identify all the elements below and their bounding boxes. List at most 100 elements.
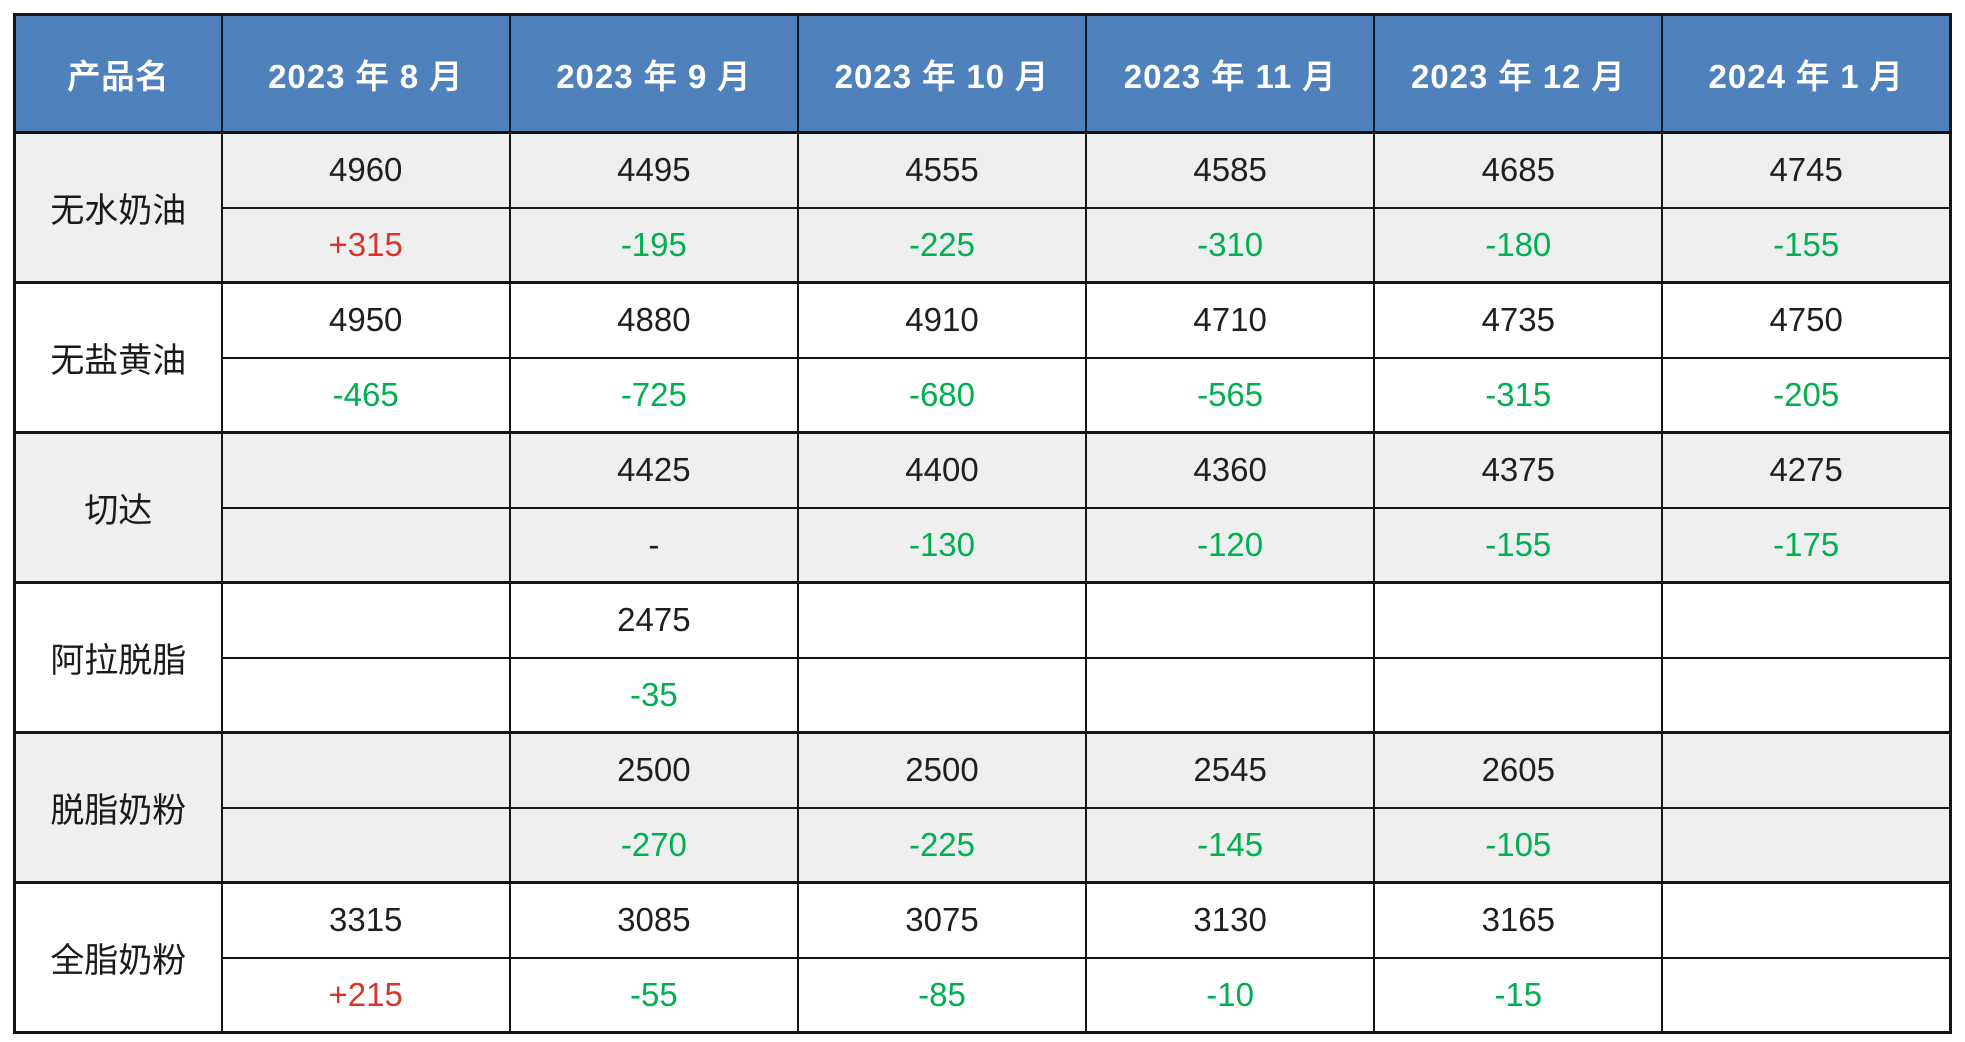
price-cell: 3075	[796, 881, 1088, 959]
price-cell	[796, 581, 1088, 659]
price-cell: 4880	[508, 281, 799, 359]
change-cell: -195	[508, 206, 799, 284]
price-cell: 4400	[796, 431, 1088, 509]
price-cell	[1661, 581, 1952, 659]
change-row: -270 -225 -145 -105	[15, 806, 1952, 884]
column-header-month: 2023 年 8 月	[220, 13, 511, 134]
product-name-cell: 切达	[13, 431, 223, 584]
change-cell: -10	[1085, 956, 1376, 1034]
price-cell: 3085	[508, 881, 799, 959]
change-cell: -205	[1661, 356, 1952, 434]
change-cell	[1661, 806, 1952, 884]
monthly-price-table: 产品名 2023 年 8 月 2023 年 9 月 2023 年 10 月 2023 年…	[13, 13, 1952, 1034]
price-cell: 4585	[1085, 131, 1376, 209]
change-cell	[220, 506, 511, 584]
price-row: 阿拉脱脂 2475	[13, 581, 1952, 734]
change-row: - -130 -120 -155 -175	[15, 506, 1952, 584]
change-cell: -270	[508, 806, 799, 884]
column-header-product-name: 产品名	[13, 13, 223, 134]
change-cell	[1661, 656, 1952, 734]
column-header-month: 2024 年 1 月	[1661, 13, 1952, 134]
change-cell: +215	[220, 956, 511, 1034]
price-cell: 4275	[1661, 431, 1952, 509]
header-row: 产品名 2023 年 8 月 2023 年 9 月 2023 年 10 月 2023 年…	[13, 13, 1952, 134]
price-cell: 4360	[1085, 431, 1376, 509]
price-row: 无水奶油 4960 4495 4555 4585 4685 4745	[13, 131, 1952, 284]
table-header: 产品名 2023 年 8 月 2023 年 9 月 2023 年 10 月 2023 年…	[13, 13, 1952, 134]
change-cell: -145	[1085, 806, 1376, 884]
change-cell: -680	[796, 356, 1088, 434]
change-cell: -310	[1085, 206, 1376, 284]
price-cell: 4685	[1373, 131, 1664, 209]
product-name-cell: 无水奶油	[13, 131, 223, 284]
price-cell	[220, 581, 511, 659]
column-header-month: 2023 年 10 月	[796, 13, 1088, 134]
change-cell: -175	[1661, 506, 1952, 584]
change-cell	[1373, 656, 1664, 734]
price-cell	[1373, 581, 1664, 659]
change-cell	[796, 656, 1088, 734]
price-cell: 4710	[1085, 281, 1376, 359]
price-cell: 4735	[1373, 281, 1664, 359]
column-header-month: 2023 年 11 月	[1085, 13, 1376, 134]
change-cell	[1661, 956, 1952, 1034]
price-cell: 4745	[1661, 131, 1952, 209]
change-cell: -225	[796, 806, 1088, 884]
price-cell: 3165	[1373, 881, 1664, 959]
change-cell: -180	[1373, 206, 1664, 284]
change-cell: -225	[796, 206, 1088, 284]
price-cell: 4910	[796, 281, 1088, 359]
change-cell	[220, 656, 511, 734]
price-cell: 2475	[508, 581, 799, 659]
change-cell: -155	[1661, 206, 1952, 284]
price-cell: 4495	[508, 131, 799, 209]
price-row: 全脂奶粉 3315 3085 3075 3130 3165	[13, 881, 1952, 1034]
change-cell: -85	[796, 956, 1088, 1034]
price-row: 切达 4425 4400 4360 4375 4275	[13, 431, 1952, 584]
price-cell	[220, 431, 511, 509]
change-row: -35	[15, 656, 1952, 734]
change-cell: -55	[508, 956, 799, 1034]
change-row: +315 -195 -225 -310 -180 -155	[15, 206, 1952, 284]
price-cell: 3130	[1085, 881, 1376, 959]
price-cell: 3315	[220, 881, 511, 959]
product-name-cell: 阿拉脱脂	[13, 581, 223, 734]
price-cell: 2605	[1373, 731, 1664, 809]
change-cell: -15	[1373, 956, 1664, 1034]
price-cell	[220, 731, 511, 809]
price-cell	[1661, 881, 1952, 959]
product-name-cell: 全脂奶粉	[13, 881, 223, 1034]
change-cell	[1085, 656, 1376, 734]
column-header-month: 2023 年 12 月	[1373, 13, 1664, 134]
price-cell: 4960	[220, 131, 511, 209]
change-cell: -130	[796, 506, 1088, 584]
price-cell: 4750	[1661, 281, 1952, 359]
price-cell: 4950	[220, 281, 511, 359]
price-cell: 4425	[508, 431, 799, 509]
change-row: +215 -55 -85 -10 -15	[15, 956, 1952, 1034]
change-cell: -105	[1373, 806, 1664, 884]
product-name-cell: 无盐黄油	[13, 281, 223, 434]
change-cell: -465	[220, 356, 511, 434]
change-cell: -155	[1373, 506, 1664, 584]
price-cell	[1085, 581, 1376, 659]
price-cell: 4555	[796, 131, 1088, 209]
price-row: 脱脂奶粉 2500 2500 2545 2605	[13, 731, 1952, 884]
price-table-container: 产品名 2023 年 8 月 2023 年 9 月 2023 年 10 月 2023 年…	[13, 13, 1952, 1034]
product-name-cell: 脱脂奶粉	[13, 731, 223, 884]
price-cell: 2545	[1085, 731, 1376, 809]
change-cell: -	[508, 506, 799, 584]
price-cell: 4375	[1373, 431, 1664, 509]
price-cell: 2500	[796, 731, 1088, 809]
change-row: -465 -725 -680 -565 -315 -205	[15, 356, 1952, 434]
change-cell: +315	[220, 206, 511, 284]
price-cell: 2500	[508, 731, 799, 809]
change-cell: -565	[1085, 356, 1376, 434]
column-header-month: 2023 年 9 月	[508, 13, 799, 134]
table-body: 无水奶油 4960 4495 4555 4585 4685 4745 +315 -195 -225…	[13, 131, 1952, 1034]
change-cell: -120	[1085, 506, 1376, 584]
price-row: 无盐黄油 4950 4880 4910 4710 4735 4750	[13, 281, 1952, 434]
price-cell	[1661, 731, 1952, 809]
change-cell: -35	[508, 656, 799, 734]
change-cell: -315	[1373, 356, 1664, 434]
